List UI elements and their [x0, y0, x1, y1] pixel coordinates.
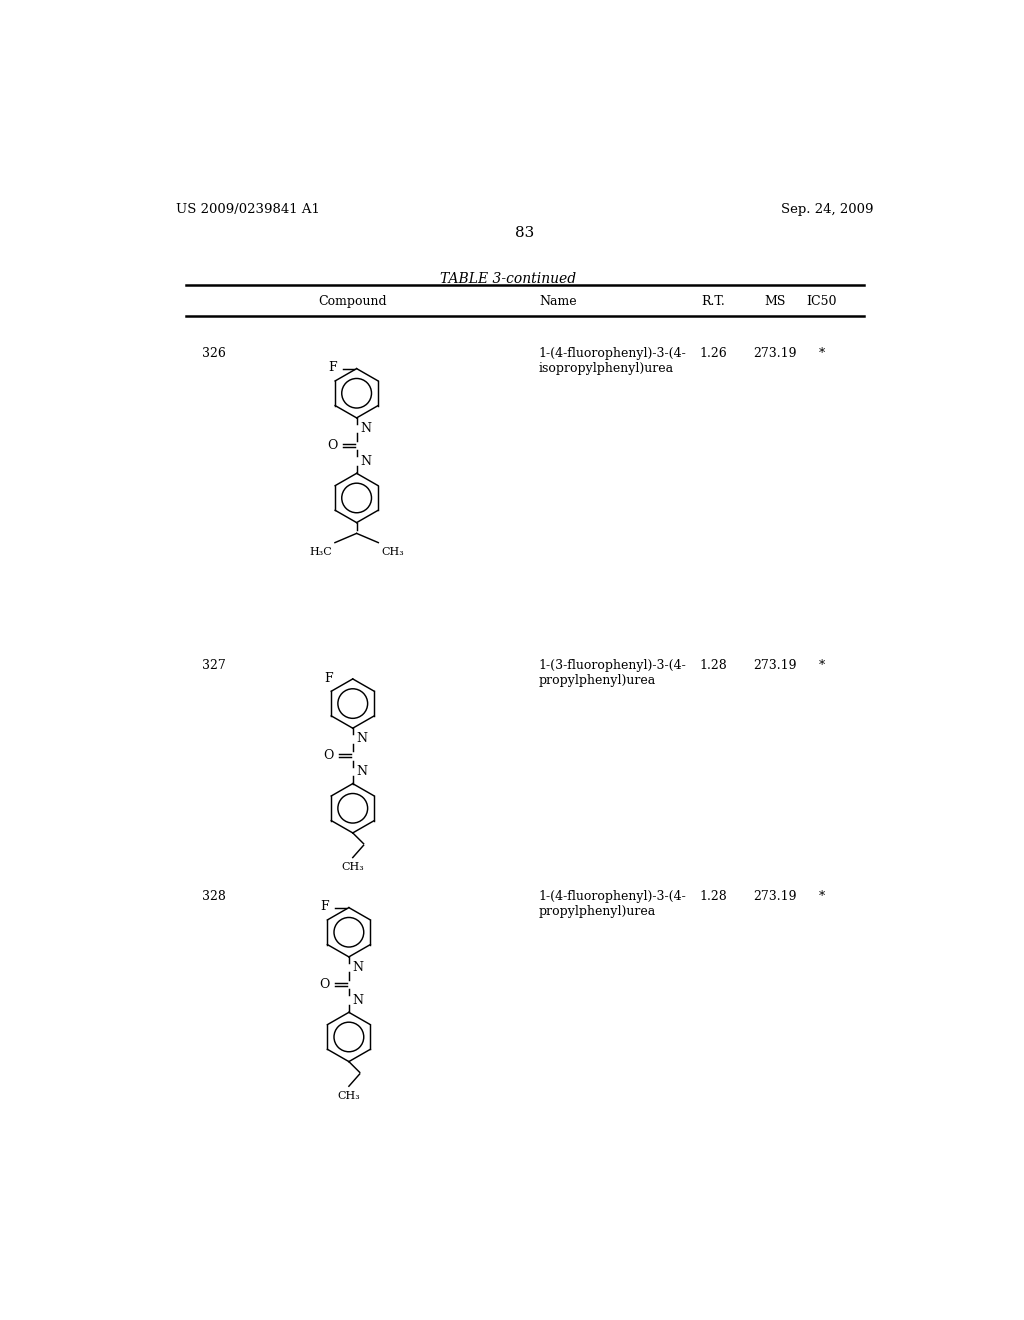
Text: CH₃: CH₃ — [338, 1090, 360, 1101]
Text: F: F — [328, 362, 337, 375]
Text: 273.19: 273.19 — [754, 659, 797, 672]
Text: F: F — [324, 672, 333, 685]
Text: *: * — [818, 890, 824, 903]
Text: N: N — [356, 764, 368, 777]
Text: CH₃: CH₃ — [381, 548, 404, 557]
Text: 326: 326 — [202, 347, 225, 360]
Text: 83: 83 — [515, 226, 535, 240]
Text: H₃C: H₃C — [309, 548, 332, 557]
Text: 1-(4-fluorophenyl)-3-(4-
isopropylphenyl)urea: 1-(4-fluorophenyl)-3-(4- isopropylphenyl… — [539, 347, 686, 375]
Text: *: * — [818, 347, 824, 360]
Text: F: F — [321, 900, 329, 913]
Text: 1.28: 1.28 — [699, 890, 727, 903]
Text: Sep. 24, 2009: Sep. 24, 2009 — [781, 203, 873, 216]
Text: N: N — [360, 454, 372, 467]
Text: N: N — [352, 994, 364, 1007]
Text: 327: 327 — [202, 659, 225, 672]
Text: Compound: Compound — [318, 296, 387, 309]
Text: MS: MS — [765, 296, 785, 309]
Text: 1-(3-fluorophenyl)-3-(4-
propylphenyl)urea: 1-(3-fluorophenyl)-3-(4- propylphenyl)ur… — [539, 659, 686, 686]
Text: 1-(4-fluorophenyl)-3-(4-
propylphenyl)urea: 1-(4-fluorophenyl)-3-(4- propylphenyl)ur… — [539, 890, 686, 917]
Text: R.T.: R.T. — [701, 296, 725, 309]
Text: TABLE 3-continued: TABLE 3-continued — [439, 272, 575, 286]
Text: Name: Name — [540, 296, 577, 309]
Text: N: N — [360, 422, 372, 436]
Text: O: O — [319, 978, 330, 991]
Text: *: * — [818, 659, 824, 672]
Text: 1.28: 1.28 — [699, 659, 727, 672]
Text: 1.26: 1.26 — [699, 347, 727, 360]
Text: N: N — [356, 733, 368, 746]
Text: N: N — [352, 961, 364, 974]
Text: 273.19: 273.19 — [754, 347, 797, 360]
Text: 328: 328 — [202, 890, 225, 903]
Text: IC50: IC50 — [806, 296, 837, 309]
Text: O: O — [327, 440, 337, 453]
Text: O: O — [323, 750, 334, 763]
Text: CH₃: CH₃ — [341, 862, 365, 873]
Text: 273.19: 273.19 — [754, 890, 797, 903]
Text: US 2009/0239841 A1: US 2009/0239841 A1 — [176, 203, 319, 216]
